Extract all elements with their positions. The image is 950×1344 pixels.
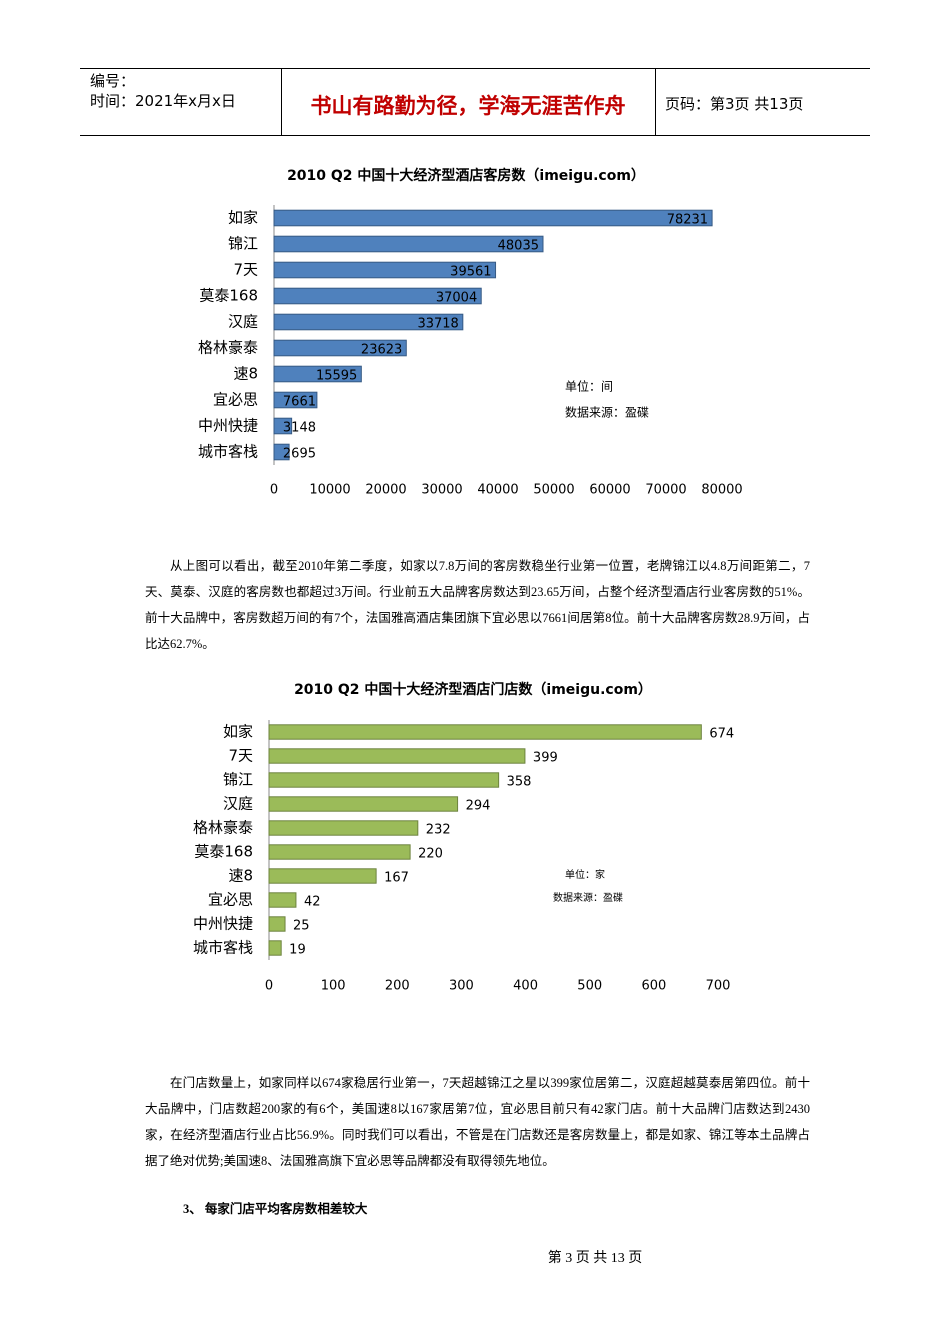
value-label: 39561 <box>450 265 491 280</box>
x-tick-label: 300 <box>449 979 474 994</box>
x-tick-label: 600 <box>641 979 666 994</box>
value-label: 23623 <box>361 343 402 358</box>
value-label: 232 <box>426 823 451 838</box>
y-tick-label: 格林豪泰 <box>198 339 258 357</box>
y-tick-label: 宜必思 <box>208 891 253 909</box>
x-tick-label: 50000 <box>533 483 574 498</box>
bar <box>268 892 297 908</box>
bar <box>268 940 282 956</box>
x-tick-label: 500 <box>577 979 602 994</box>
y-tick-label: 格林豪泰 <box>193 819 253 837</box>
y-tick-label: 中州快捷 <box>193 915 253 933</box>
header-number: 编号： <box>90 72 136 90</box>
x-tick-label: 0 <box>265 979 273 994</box>
x-tick-label: 700 <box>706 979 731 994</box>
y-tick-label: 速8 <box>233 365 258 383</box>
bar <box>273 261 497 279</box>
bar <box>273 313 464 331</box>
y-tick-label: 宜必思 <box>213 391 258 409</box>
paragraph: 在门店数量上，如家同样以674家稳居行业第一，7天超越锦江之星以399家位居第二… <box>145 1076 810 1168</box>
paragraph: 从上图可以看出，截至2010年第二季度，如家以7.8万间的客房数稳坐行业第一位置… <box>145 559 810 651</box>
x-tick-label: 70000 <box>645 483 686 498</box>
bar <box>273 417 293 435</box>
bar <box>273 287 482 305</box>
y-tick-label: 汉庭 <box>223 795 253 813</box>
bar <box>273 365 362 383</box>
bar <box>268 868 377 884</box>
bar <box>273 391 318 409</box>
value-label: 25 <box>293 919 310 934</box>
value-label: 2695 <box>283 447 316 462</box>
value-label: 358 <box>507 775 532 790</box>
y-tick-label: 7天 <box>228 747 253 765</box>
bar <box>268 748 526 764</box>
bar <box>268 916 286 932</box>
y-tick-label: 汉庭 <box>228 313 258 331</box>
value-label: 48035 <box>498 239 539 254</box>
header-page: 页码：第3页 共13页 <box>665 95 804 113</box>
value-label: 19 <box>289 943 306 958</box>
bar <box>273 209 713 227</box>
y-tick-label: 莫泰168 <box>194 843 253 861</box>
annotation: 数据来源：盈碟 <box>565 405 649 420</box>
bar <box>273 443 290 461</box>
header-top-rule <box>80 68 870 69</box>
value-label: 674 <box>709 727 734 742</box>
value-label: 78231 <box>667 213 708 228</box>
chart: 2010 Q2 中国十大经济型酒店门店数（imeigu.com） 0 100 200 3… <box>193 681 734 994</box>
footer: 第 3 页 共 13 页 <box>547 1251 643 1266</box>
x-tick-label: 100 <box>321 979 346 994</box>
value-label: 399 <box>533 751 558 766</box>
x-tick-label: 0 <box>270 483 278 498</box>
bar <box>268 844 411 860</box>
x-tick-label: 10000 <box>309 483 350 498</box>
bar <box>273 235 544 253</box>
header-bottom-rule <box>80 135 870 136</box>
value-label: 220 <box>418 847 443 862</box>
y-tick-label: 城市客栈 <box>193 939 253 957</box>
bar <box>268 820 419 836</box>
annotation: 单位：家 <box>565 868 605 881</box>
value-label: 3148 <box>283 421 316 436</box>
value-label: 294 <box>466 799 491 814</box>
value-label: 15595 <box>316 369 357 384</box>
x-tick-label: 400 <box>513 979 538 994</box>
x-tick-label: 80000 <box>701 483 742 498</box>
bar <box>268 796 459 812</box>
y-tick-label: 莫泰168 <box>199 287 258 305</box>
x-tick-label: 60000 <box>589 483 630 498</box>
bar <box>268 772 500 788</box>
chart: 2010 Q2 中国十大经济型酒店客房数（imeigu.com） 0 10000 20… <box>198 167 743 498</box>
bar <box>268 724 702 740</box>
y-tick-label: 如家 <box>228 209 258 227</box>
y-tick-label: 锦江 <box>223 771 253 789</box>
y-tick-label: 如家 <box>223 723 253 741</box>
y-tick-label: 锦江 <box>228 235 258 253</box>
value-label: 7661 <box>283 395 316 410</box>
header-motto: 书山有路勤为径，学海无涯苦作舟 <box>310 94 626 118</box>
chart-title: 2010 Q2 中国十大经济型酒店客房数（imeigu.com） <box>287 167 645 184</box>
value-label: 167 <box>384 871 409 886</box>
value-label: 42 <box>304 895 321 910</box>
y-tick-label: 速8 <box>228 867 253 885</box>
header-divider <box>281 68 282 135</box>
section-heading: 3、 每家门店平均客房数相差较大 <box>183 1202 368 1216</box>
annotation: 数据来源：盈碟 <box>553 891 623 904</box>
bar <box>273 339 407 357</box>
value-label: 37004 <box>436 291 477 306</box>
annotation: 单位：间 <box>565 379 613 394</box>
x-tick-label: 30000 <box>421 483 462 498</box>
x-tick-label: 200 <box>385 979 410 994</box>
y-tick-label: 中州快捷 <box>198 417 258 435</box>
x-tick-label: 40000 <box>477 483 518 498</box>
header-divider <box>655 68 656 135</box>
y-tick-label: 城市客栈 <box>198 443 258 461</box>
header-time: 时间：2021年x月x日 <box>90 92 236 110</box>
chart-title: 2010 Q2 中国十大经济型酒店门店数（imeigu.com） <box>294 681 652 698</box>
x-tick-label: 20000 <box>365 483 406 498</box>
y-tick-label: 7天 <box>233 261 258 279</box>
value-label: 33718 <box>417 317 458 332</box>
